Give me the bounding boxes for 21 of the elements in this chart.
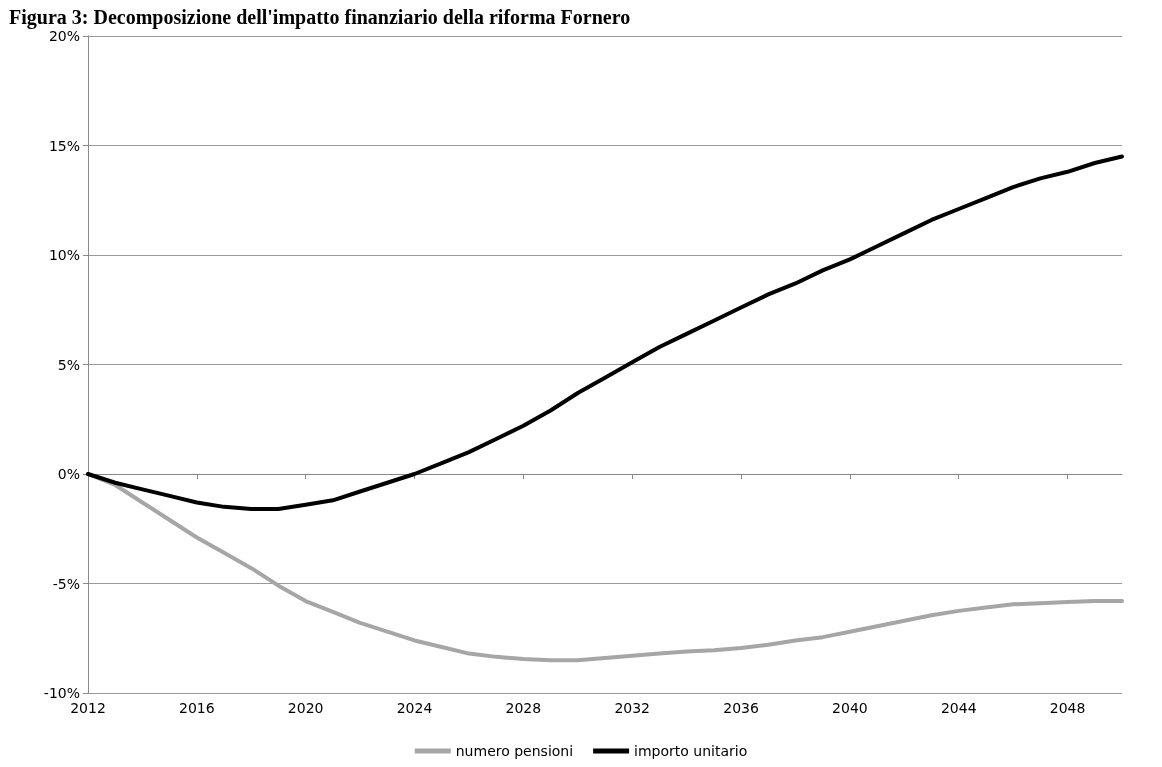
x-tick-label: 2024 xyxy=(396,700,433,716)
legend-label: importo unitario xyxy=(634,743,748,759)
y-tick-label: 20% xyxy=(48,28,80,44)
y-tick-label: -5% xyxy=(52,575,80,592)
x-tick-label: 2048 xyxy=(1049,700,1086,716)
x-tick-label: 2036 xyxy=(723,700,759,716)
y-tick-label: 10% xyxy=(48,247,80,263)
x-tick-label: 2044 xyxy=(940,700,977,716)
line-series xyxy=(86,154,1124,512)
x-tick-label: 2016 xyxy=(179,700,215,716)
x-tick-label: 2040 xyxy=(832,700,868,716)
chart-title: Figura 3: Decomposizione dell'impatto finanziario della riforma Fornero xyxy=(9,6,631,29)
x-tick-label: 2020 xyxy=(287,700,324,716)
y-tick-label: -10% xyxy=(43,685,80,701)
x-tick-label: 2028 xyxy=(505,700,542,716)
x-tick-label: 2012 xyxy=(70,700,106,716)
legend-label: numero pensioni xyxy=(455,743,574,759)
y-tick-label: 15% xyxy=(48,137,80,154)
x-tick-label: 2032 xyxy=(614,700,651,716)
y-tick-label: 5% xyxy=(57,356,80,373)
y-tick-label: 0% xyxy=(57,466,80,482)
